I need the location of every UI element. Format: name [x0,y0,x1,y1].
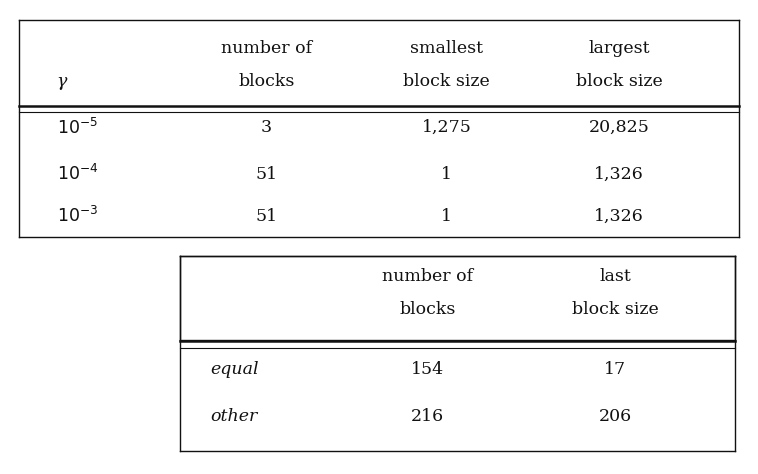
Text: 1: 1 [441,208,452,225]
Text: number of: number of [221,40,312,57]
Text: $10^{-5}$: $10^{-5}$ [57,118,98,137]
Text: largest: largest [588,40,650,57]
Text: 206: 206 [599,408,631,425]
Text: 51: 51 [255,165,277,182]
Text: other: other [210,408,258,425]
Text: number of: number of [382,268,473,285]
Text: block size: block size [575,73,662,90]
Text: smallest: smallest [410,40,483,57]
Text: equal: equal [210,361,258,378]
Text: blocks: blocks [238,73,295,90]
Text: 20,825: 20,825 [588,119,650,136]
Text: 17: 17 [604,361,626,378]
Text: 1,275: 1,275 [421,119,471,136]
Text: blocks: blocks [399,301,456,318]
Text: 216: 216 [411,408,444,425]
Text: $10^{-4}$: $10^{-4}$ [57,164,98,184]
Text: block size: block size [403,73,490,90]
Text: $10^{-3}$: $10^{-3}$ [57,206,98,226]
Text: block size: block size [572,301,659,318]
Text: 1,326: 1,326 [594,208,644,225]
Text: 3: 3 [261,119,272,136]
Text: 1,326: 1,326 [594,165,644,182]
Text: 51: 51 [255,208,277,225]
Text: 154: 154 [411,361,444,378]
Text: 1: 1 [441,165,452,182]
Text: last: last [600,268,631,285]
Text: γ: γ [57,73,67,90]
